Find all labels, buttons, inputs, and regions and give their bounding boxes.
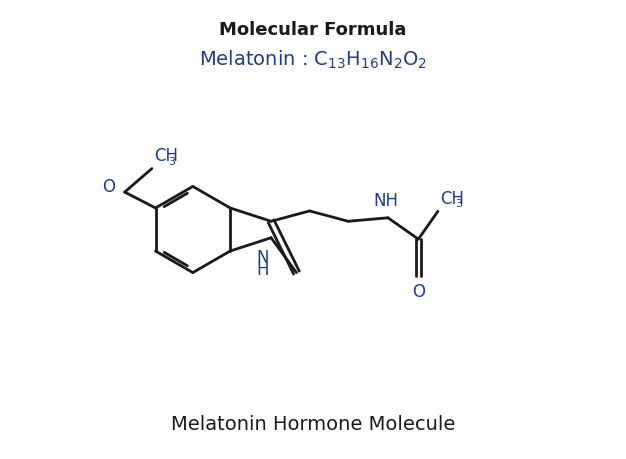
Text: 3: 3 (454, 200, 462, 209)
Text: 3: 3 (168, 157, 176, 167)
Text: Molecular Formula: Molecular Formula (219, 21, 407, 39)
Text: CH: CH (154, 147, 178, 165)
Text: O: O (101, 178, 115, 196)
Text: N: N (257, 249, 269, 267)
Text: Melatonin Hormone Molecule: Melatonin Hormone Molecule (171, 415, 455, 434)
Text: H: H (257, 261, 269, 280)
Text: CH: CH (440, 190, 464, 208)
Text: NH: NH (373, 192, 398, 210)
Text: Melatonin : $\mathregular{C_{13}H_{16}N_2O_2}$: Melatonin : $\mathregular{C_{13}H_{16}N_… (199, 48, 427, 71)
Text: O: O (412, 283, 425, 301)
